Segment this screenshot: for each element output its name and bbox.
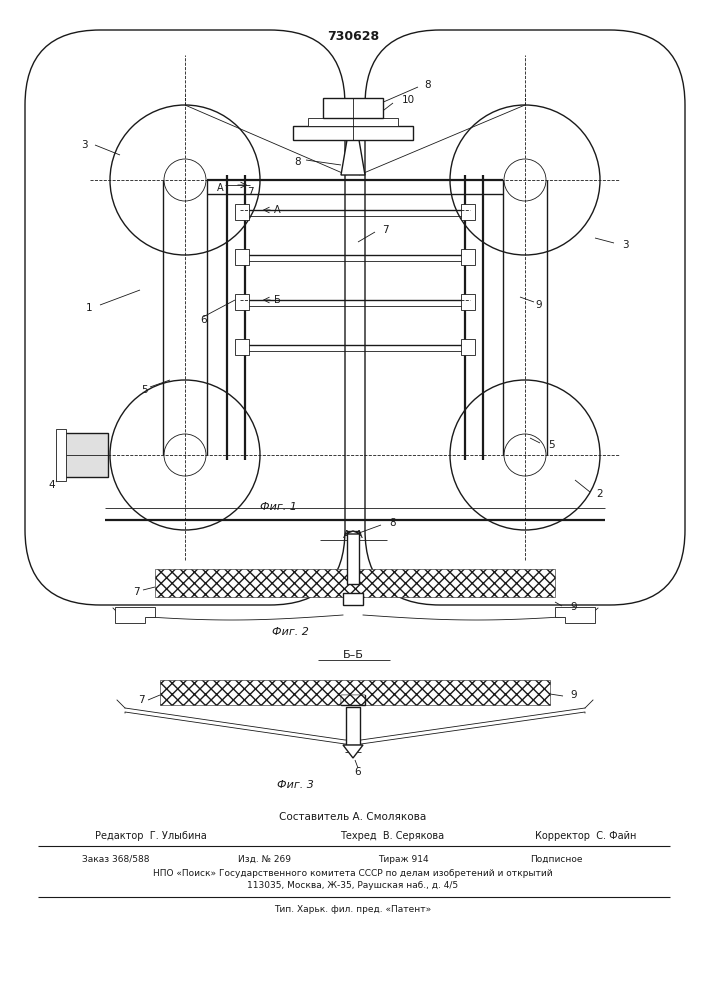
Text: 7: 7 [134,587,140,597]
Text: НПО «Поиск» Государственного комитета СССР по делам изобретений и открытий: НПО «Поиск» Государственного комитета СС… [153,868,553,878]
Text: 3: 3 [622,240,629,250]
Text: 5: 5 [548,440,554,450]
Text: 7: 7 [382,225,388,235]
Text: 3: 3 [81,140,88,150]
Circle shape [164,434,206,476]
FancyBboxPatch shape [25,30,345,605]
Text: Заказ 368/588: Заказ 368/588 [82,854,149,863]
Circle shape [504,159,546,201]
Text: A: A [216,183,223,193]
Polygon shape [343,745,363,758]
Bar [347,531,359,584]
Bar [60,433,108,477]
Text: 4: 4 [48,480,55,490]
Circle shape [110,380,260,530]
Bar [461,339,475,355]
Bar [155,569,555,597]
Text: Фиг. 1: Фиг. 1 [260,502,297,512]
Text: 113035, Москва, Ж-35, Раушская наб., д. 4/5: 113035, Москва, Ж-35, Раушская наб., д. … [247,882,459,890]
Text: 7: 7 [247,187,253,197]
Text: 10: 10 [402,95,414,105]
Bar [235,204,249,220]
Circle shape [504,434,546,476]
Bar [56,429,66,481]
Circle shape [110,105,260,255]
Bar [235,294,249,310]
Text: Редактор  Г. Улыбина: Редактор Г. Улыбина [95,831,206,841]
Bar [341,695,365,705]
Text: 5: 5 [141,385,148,395]
Text: 6: 6 [200,315,206,325]
Text: Фиг. 2: Фиг. 2 [271,627,308,637]
Polygon shape [555,607,595,623]
Text: A–A: A–A [343,530,363,540]
Polygon shape [341,140,365,175]
Text: 730628: 730628 [327,30,379,43]
Text: 9: 9 [570,690,577,700]
FancyBboxPatch shape [365,30,685,605]
Bar [293,126,413,140]
Bar [461,204,475,220]
Text: 6: 6 [355,767,361,777]
Text: 8: 8 [295,157,301,167]
Text: 8: 8 [425,80,431,90]
Bar [346,707,360,745]
Text: Корректор  С. Файн: Корректор С. Файн [535,831,636,841]
Bar [323,98,383,118]
Bar [343,593,363,605]
Bar [461,294,475,310]
Text: Б–Б: Б–Б [343,650,363,660]
Bar [461,249,475,265]
Text: Б: Б [274,295,281,305]
Text: 9: 9 [570,602,577,612]
Text: A: A [274,205,280,215]
Bar [235,339,249,355]
Text: Тираж 914: Тираж 914 [378,854,428,863]
Bar [308,118,398,126]
Bar [341,695,365,705]
Circle shape [164,159,206,201]
Text: 9: 9 [535,300,542,310]
Text: 7: 7 [139,695,145,705]
Circle shape [450,105,600,255]
Bar [235,249,249,265]
Text: Тип. Харьк. фил. пред. «Патент»: Тип. Харьк. фил. пред. «Патент» [274,904,432,914]
Text: 1: 1 [86,303,92,313]
Text: 8: 8 [390,518,397,528]
Text: Техред  В. Серякова: Техред В. Серякова [340,831,444,841]
Polygon shape [345,531,361,534]
Text: Подписное: Подписное [530,854,583,863]
Text: Фиг. 3: Фиг. 3 [276,780,313,790]
Bar [160,680,550,705]
Circle shape [450,380,600,530]
Text: Изд. № 269: Изд. № 269 [238,854,291,863]
Text: 2: 2 [596,489,602,499]
Polygon shape [115,607,155,623]
Text: Составитель А. Смолякова: Составитель А. Смолякова [279,812,426,822]
